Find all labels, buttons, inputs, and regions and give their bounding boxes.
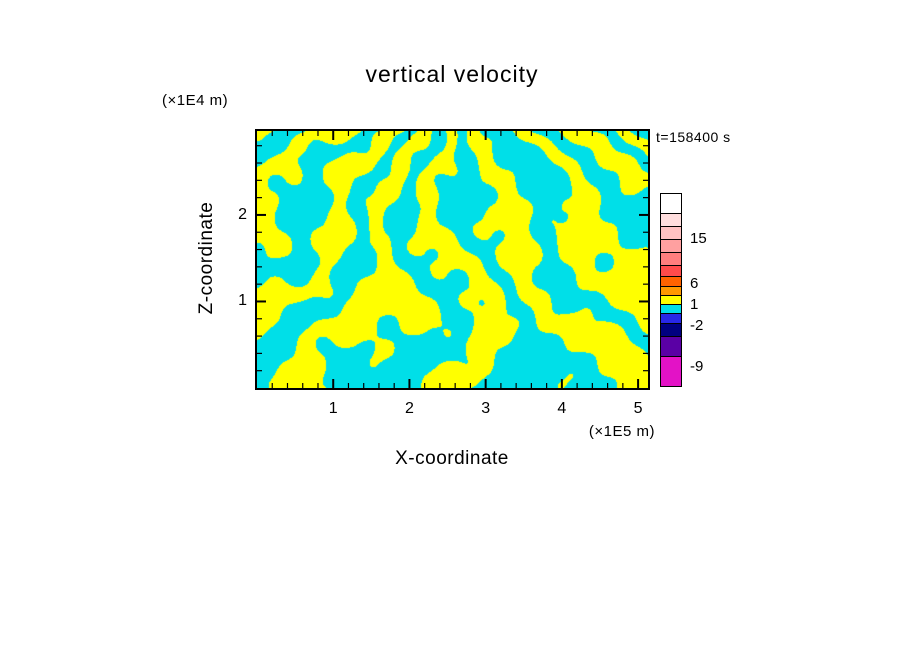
y-axis-label: Z-coordinate <box>196 201 217 315</box>
colorbar <box>660 193 682 387</box>
y-tick-label: 2 <box>238 205 247 223</box>
x-tick-label: 3 <box>481 400 491 417</box>
colorbar-segment <box>661 296 681 305</box>
y-tick-label: 1 <box>238 292 247 310</box>
colorbar-segment <box>661 305 681 314</box>
colorbar-segment <box>661 287 681 296</box>
colorbar-segment <box>661 266 681 277</box>
colorbar-segment <box>661 240 681 253</box>
y-axis-unit: (×1E4 m) <box>162 92 229 109</box>
colorbar-segment <box>661 337 681 357</box>
time-annotation: t=158400 s <box>656 129 731 145</box>
plot-area <box>255 129 650 390</box>
colorbar-tick-label: 15 <box>690 230 707 247</box>
colorbar-segment <box>661 214 681 227</box>
colorbar-tick-label: 1 <box>690 296 699 313</box>
colorbar-tick-label: -9 <box>690 358 704 375</box>
colorbar-segment <box>661 227 681 240</box>
colorbar-segment <box>661 314 681 324</box>
colorbar-segment <box>661 357 681 386</box>
chart-title: vertical velocity <box>365 61 539 87</box>
x-axis-label: X-coordinate <box>395 448 509 469</box>
colorbar-tick-label: 6 <box>690 275 699 292</box>
x-tick-label: 5 <box>633 400 643 417</box>
x-axis-unit: (×1E5 m) <box>588 423 655 440</box>
x-tick-label: 1 <box>328 400 338 417</box>
velocity-field-heatmap <box>257 131 648 388</box>
colorbar-segment <box>661 194 681 214</box>
x-tick-label: 4 <box>557 400 567 417</box>
x-tick-label: 2 <box>404 400 414 417</box>
colorbar-tick-label: -2 <box>690 317 704 334</box>
colorbar-segment <box>661 324 681 337</box>
colorbar-segment <box>661 253 681 266</box>
colorbar-segment <box>661 277 681 287</box>
